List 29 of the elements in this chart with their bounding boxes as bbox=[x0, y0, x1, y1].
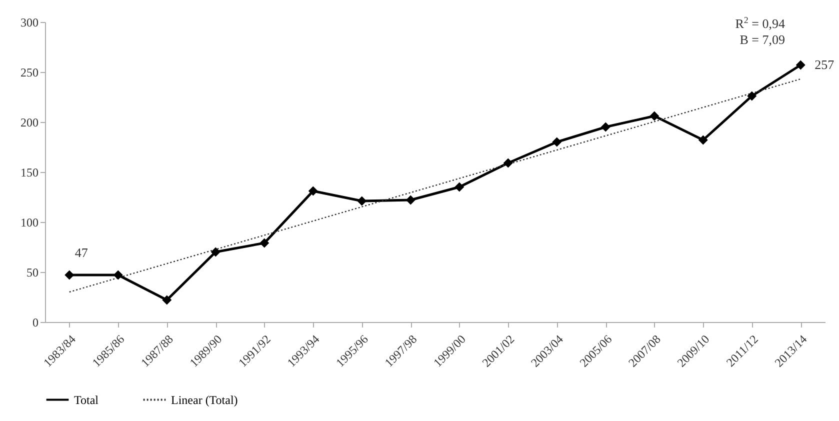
y-tick-label: 250 bbox=[20, 66, 38, 80]
point bbox=[260, 238, 270, 248]
point bbox=[600, 122, 610, 132]
point bbox=[308, 186, 318, 196]
annotation: B = 7,09 bbox=[740, 32, 785, 47]
point bbox=[406, 195, 416, 205]
y-tick-label: 150 bbox=[20, 166, 38, 180]
point bbox=[747, 91, 757, 101]
data-label: 47 bbox=[74, 245, 88, 260]
point bbox=[552, 137, 562, 147]
point bbox=[64, 270, 74, 280]
legend-label: Total bbox=[74, 392, 100, 407]
y-tick-label: 300 bbox=[20, 16, 38, 30]
annotation: R$^{2}$ = 0,94 bbox=[735, 15, 786, 31]
point bbox=[796, 60, 806, 70]
legend-label: Linear (Total) bbox=[171, 392, 238, 407]
y-tick-label: 50 bbox=[26, 266, 38, 280]
point bbox=[113, 270, 123, 280]
y-tick-label: 0 bbox=[32, 316, 38, 330]
point bbox=[650, 111, 660, 121]
point bbox=[357, 196, 367, 206]
data-label: 257 bbox=[814, 57, 835, 72]
point bbox=[454, 182, 464, 192]
point bbox=[698, 135, 708, 145]
y-tick-label: 200 bbox=[20, 116, 38, 130]
point bbox=[210, 247, 220, 257]
point bbox=[162, 295, 172, 305]
point bbox=[503, 158, 513, 168]
y-tick-label: 100 bbox=[20, 216, 38, 230]
